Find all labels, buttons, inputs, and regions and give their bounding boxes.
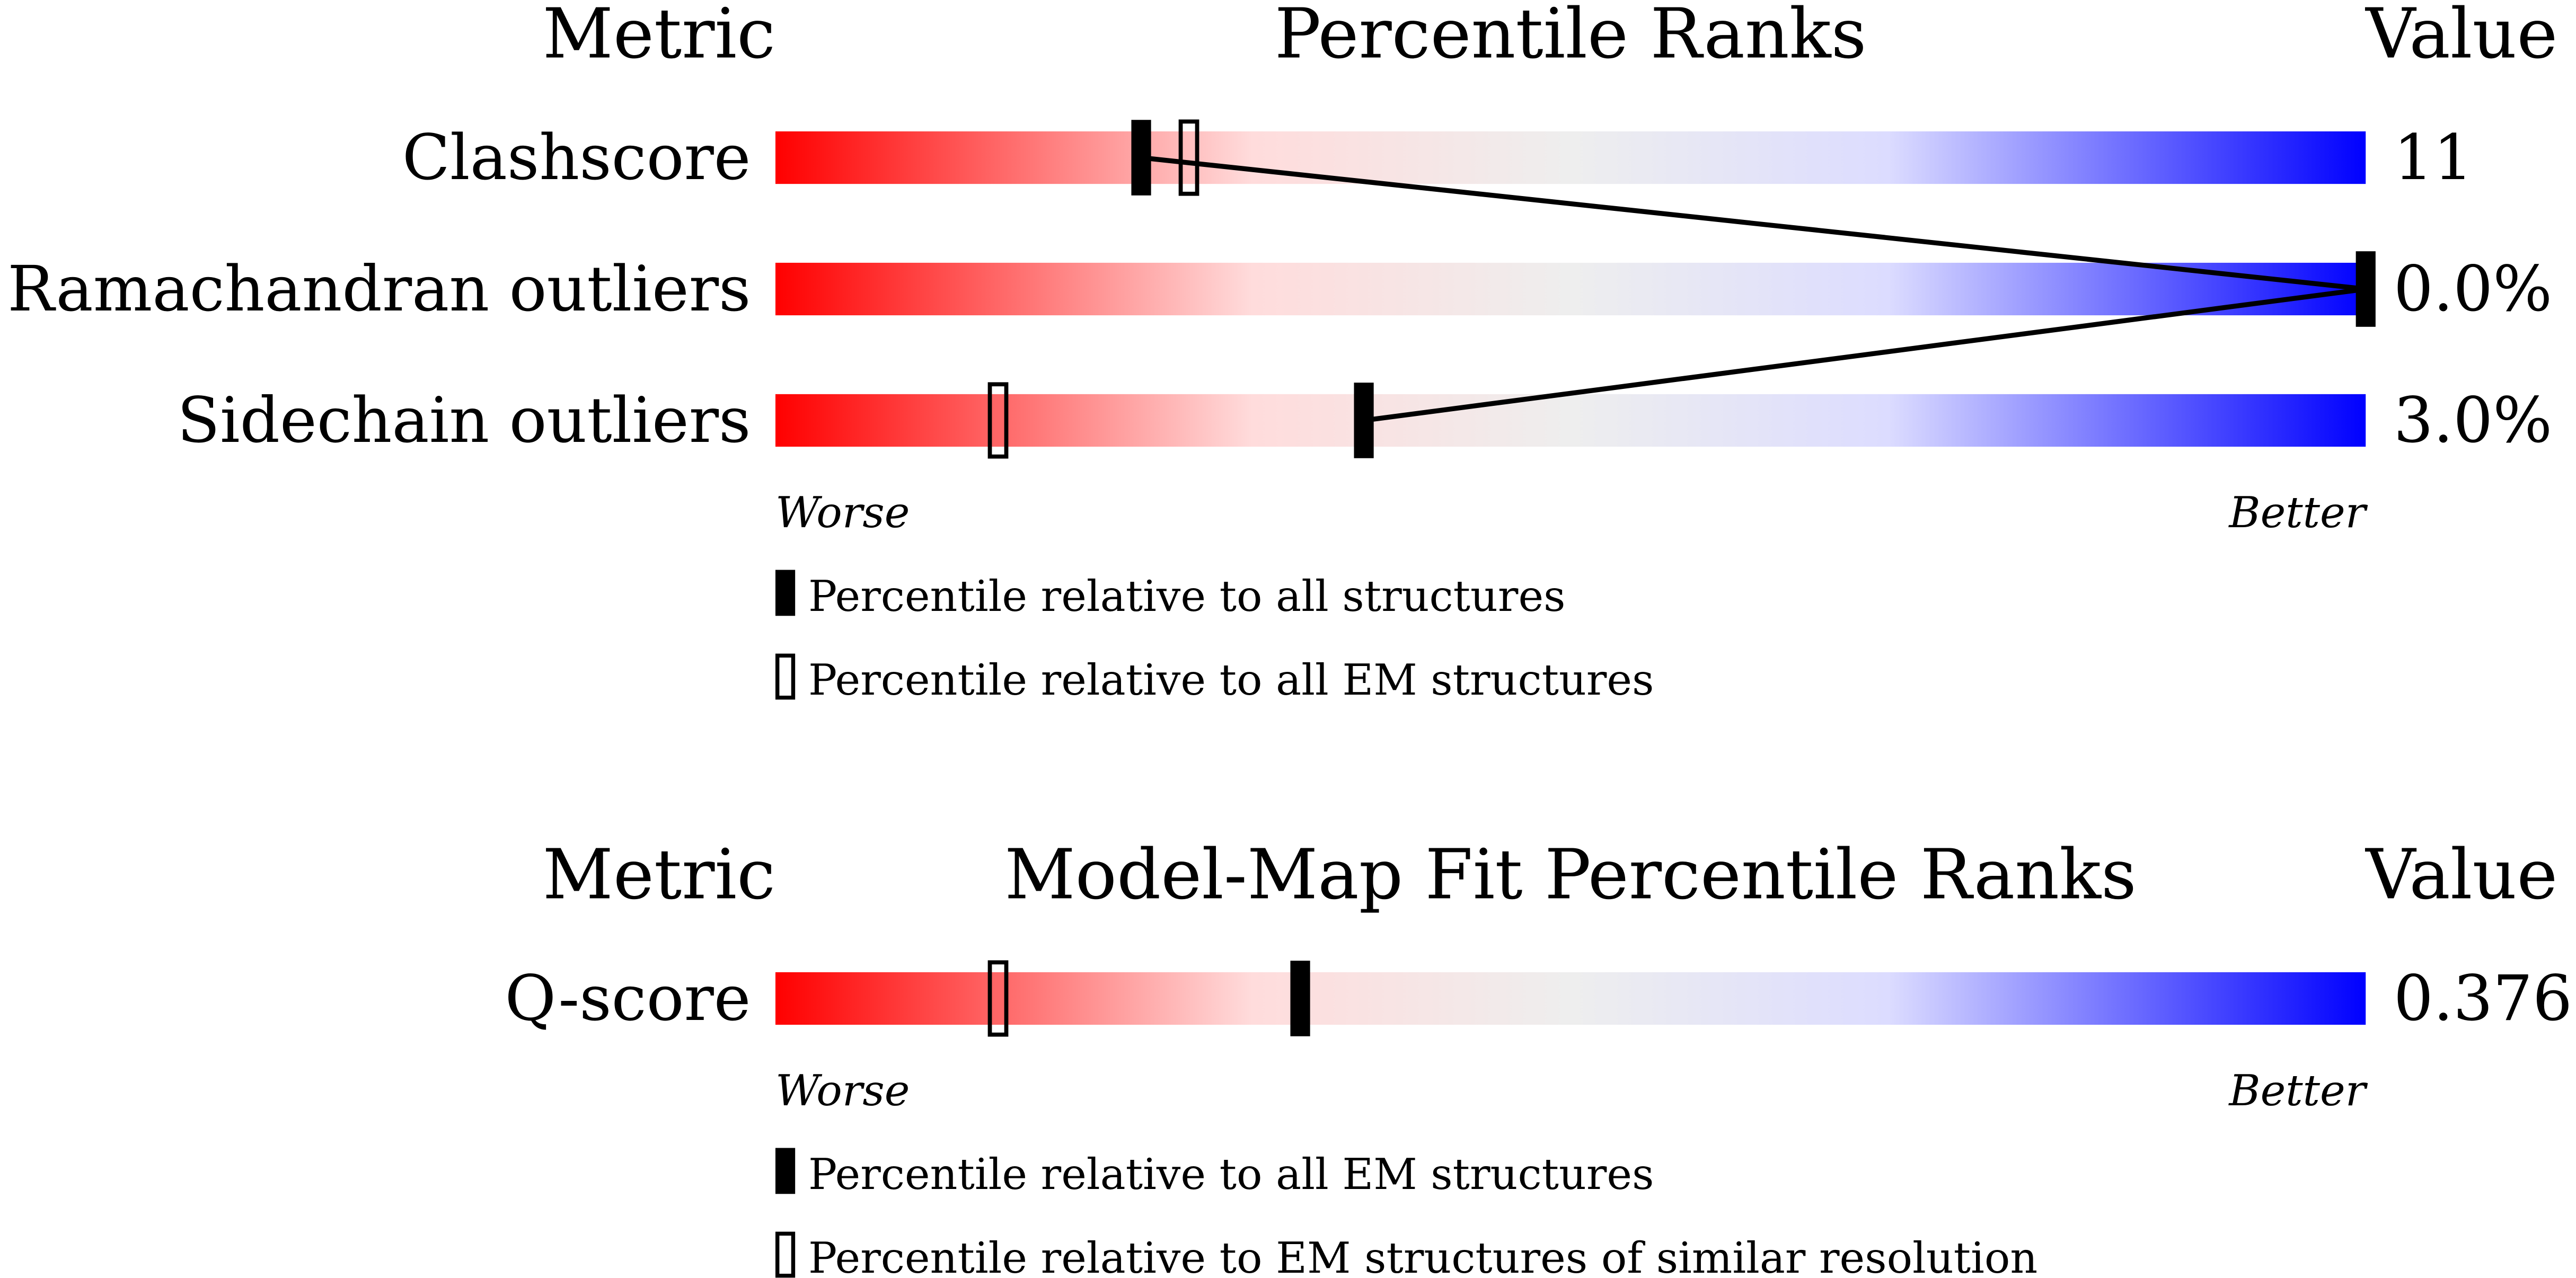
metric-value: 0.376	[2394, 962, 2572, 1035]
marker-open	[987, 382, 1009, 459]
legend-filled-swatch	[775, 570, 796, 616]
value-header: Value	[2365, 834, 2557, 915]
metric-value: 3.0%	[2394, 384, 2552, 457]
marker-open	[1178, 119, 1199, 196]
panel-title: Percentile Ranks	[1275, 0, 1867, 74]
marker-filled	[1354, 383, 1374, 458]
metric-header: Metric	[543, 0, 775, 74]
slider-bar	[775, 972, 2366, 1025]
legend-filled: Percentile relative to all EM structures	[808, 1150, 1654, 1200]
marker-filled	[1131, 120, 1151, 196]
metric-name: Clashscore	[402, 121, 751, 194]
value-header: Value	[2365, 0, 2557, 74]
legend-open: Percentile relative to EM structures of …	[808, 1233, 2037, 1278]
legend-filled: Percentile relative to all structures	[808, 572, 1566, 622]
panel-title: Model-Map Fit Percentile Ranks	[1004, 834, 2137, 915]
legend-open-swatch	[775, 653, 796, 700]
slider-bar	[775, 131, 2366, 184]
marker-filled	[2356, 251, 2376, 327]
marker-open	[987, 960, 1009, 1037]
metric-value: 11	[2394, 121, 2473, 194]
metric-name: Ramachandran outliers	[7, 253, 751, 325]
metric-value: 0.0%	[2394, 253, 2552, 325]
metric-header: Metric	[543, 834, 775, 915]
worse-label: Worse	[775, 488, 910, 538]
legend-filled-swatch	[775, 1148, 796, 1194]
metric-name: Sidechain outliers	[177, 384, 751, 457]
slider-bar	[775, 262, 2366, 316]
slider-bar	[775, 394, 2366, 447]
legend-open-swatch	[775, 1231, 796, 1278]
better-label: Better	[2228, 488, 2368, 538]
metric-name: Q-score	[505, 962, 751, 1035]
better-label: Better	[2228, 1066, 2368, 1116]
legend-open: Percentile relative to all EM structures	[808, 655, 1654, 705]
marker-filled	[1290, 961, 1310, 1036]
worse-label: Worse	[775, 1066, 910, 1116]
